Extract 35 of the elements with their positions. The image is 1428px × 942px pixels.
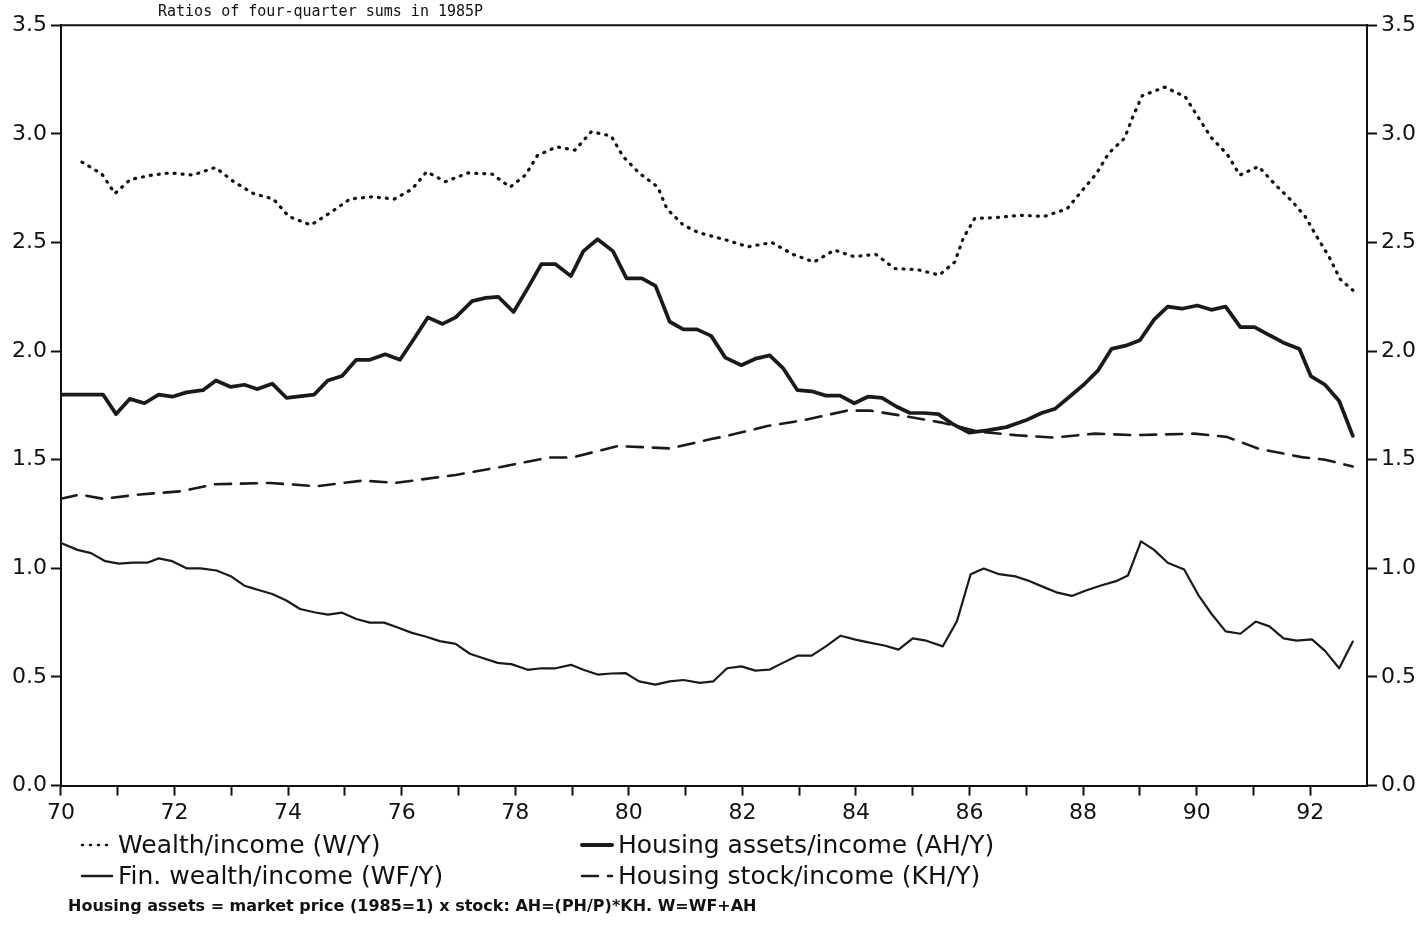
y2-tick-label: 0.0 [1381,771,1417,797]
y-tick-label: 1.0 [11,554,47,580]
legend-label: Housing stock/income (KH/Y) [618,861,981,890]
y-tick-label: 0.5 [11,662,47,688]
legend-label: Housing assets/income (AH/Y) [618,830,995,859]
y2-tick-label: 3.0 [1381,119,1417,145]
legend-label: Wealth/income (W/Y) [118,830,381,859]
y2-tick-label: 3.5 [1381,10,1417,36]
x-tick-label: 74 [274,798,303,824]
y-tick-label: 3.0 [11,119,47,145]
y2-tick-label: 2.5 [1381,228,1417,254]
x-tick-label: 84 [841,798,870,824]
x-tick-label: 82 [728,798,757,824]
x-tick-label: 86 [955,798,984,824]
x-tick-label: 90 [1182,798,1211,824]
x-tick-label: 78 [501,798,530,824]
legend-label: Fin. wealth/income (WF/Y) [118,861,444,890]
y-tick-label: 1.5 [11,445,47,471]
y2-tick-label: 1.5 [1381,445,1417,471]
chart-title: Ratios of four-quarter sums in 1985P [158,2,484,20]
x-tick-label: 72 [160,798,189,824]
y-tick-label: 2.0 [11,336,47,362]
x-tick-label: 76 [387,798,416,824]
y2-tick-label: 1.0 [1381,554,1417,580]
x-tick-label: 88 [1069,798,1098,824]
y2-tick-label: 2.0 [1381,336,1417,362]
y-tick-label: 2.5 [11,228,47,254]
y-tick-label: 3.5 [11,10,47,36]
x-tick-label: 80 [614,798,643,824]
line-series [80,85,1355,292]
y2-tick-label: 0.5 [1381,662,1417,688]
x-tick-label: 92 [1296,798,1325,824]
text: Housing assets = market price (1985=1) x stock: AH=(PH/P)*KH. W=WF+AH [68,896,758,915]
y-tick-label: 0.0 [11,771,47,797]
x-tick-label: 70 [46,798,75,824]
